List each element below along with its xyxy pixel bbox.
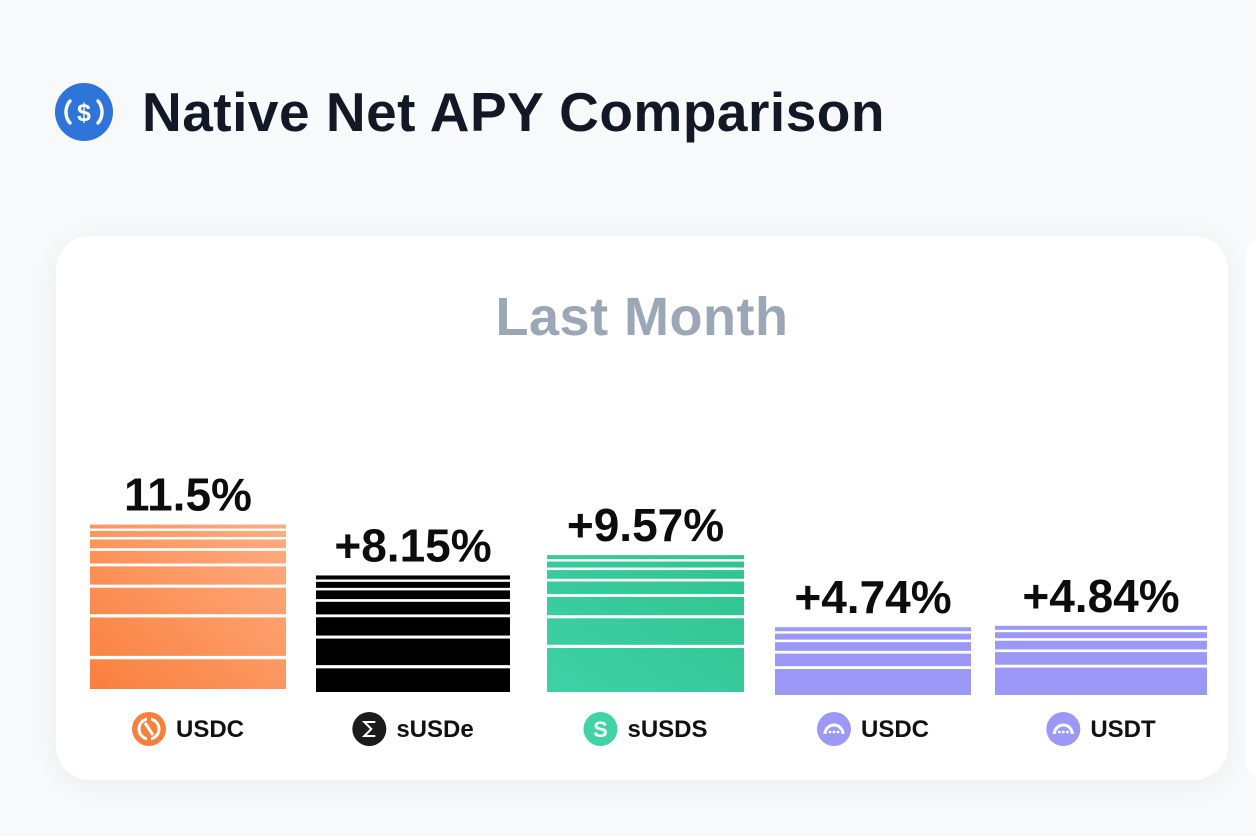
bar-value-label: +8.15% [334,519,491,571]
svg-text:S: S [593,717,608,742]
bar-category-label: sUSDe [352,712,474,746]
category-text: USDC [861,716,929,743]
category-text: USDC [176,716,244,743]
bar-group: +8.15% sUSDe [316,519,510,746]
bar-group: +9.57% sUSDS S [547,499,744,746]
bar-category-label: USDC [131,712,244,746]
apy-bar-chart: 11.5% USDC +8.15% sUSDe +9.57% sUSDS S +4.74% US… [90,469,1207,746]
bar-stripes [547,559,744,649]
bar-category-label: USDC [816,712,929,746]
purple-protocol-token-icon [1046,712,1081,746]
bar [775,627,971,695]
bar [316,575,510,692]
bar [90,524,286,689]
category-text: sUSDe [396,716,473,743]
usdc-coin-icon: $ [55,83,113,141]
category-text: USDT [1090,716,1156,743]
bar [995,625,1207,695]
purple-protocol-token-icon [816,712,851,746]
next-card-edge [1246,236,1256,780]
page-header: $ Native Net APY Comparison [54,80,885,144]
bar-group: +4.84% USDT [995,570,1207,746]
bar-group: +4.74% USDC [775,571,971,746]
apy-chart-card: Last Month 11.5% USDC +8.15% sUSDe +9.57% sUS… [56,236,1228,780]
page-title: Native Net APY Comparison [142,81,885,143]
sky-susds-token-icon: S [583,712,618,746]
category-text: sUSDS [627,716,707,743]
bar-value-label: +4.74% [794,571,951,623]
ethena-susde-token-icon [352,712,387,746]
chart-title: Last Month [495,287,789,347]
bar-value-label: +4.84% [1022,570,1179,622]
bar-stripes [775,631,971,670]
usdc-orange-token-icon [131,712,166,746]
svg-text:$: $ [77,99,91,127]
bar-category-label: USDT [1046,712,1156,746]
bar-category-label: sUSDS S [583,712,708,746]
bar-value-label: +9.57% [567,499,724,551]
bar [547,555,744,692]
bar-stripes [995,629,1207,668]
bar-stripes [316,579,510,669]
bar-value-label: 11.5% [124,469,252,521]
bar-group: 11.5% USDC [90,469,286,746]
bar-stripes [90,528,286,660]
